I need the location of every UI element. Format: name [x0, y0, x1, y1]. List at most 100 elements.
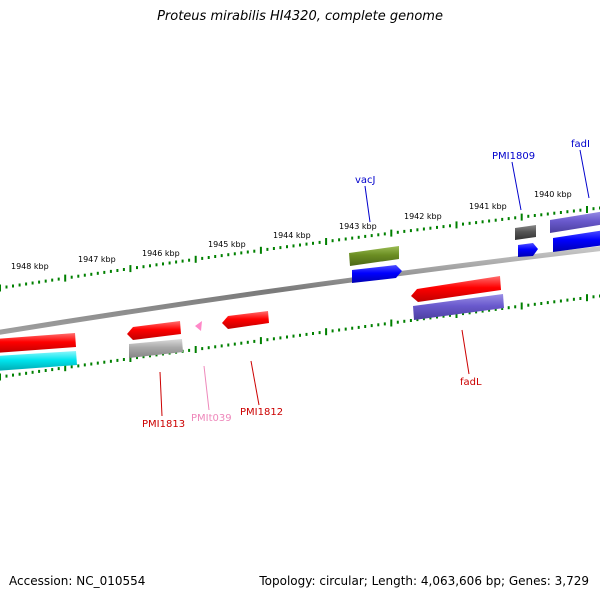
minor-tick	[593, 207, 595, 210]
minor-tick	[51, 279, 53, 282]
minor-tick	[234, 343, 236, 346]
minor-tick	[495, 219, 497, 222]
gene-label-PMIt039[interactable]: PMIt039	[191, 413, 232, 424]
minor-tick	[149, 264, 151, 267]
minor-tick	[547, 301, 549, 304]
minor-tick	[110, 270, 112, 273]
minor-tick	[371, 324, 373, 327]
major-tick	[390, 320, 392, 327]
gene-PMI1812-arrow[interactable]	[222, 311, 269, 329]
leader-PMI1813	[160, 372, 162, 416]
scale-label: 1946 kbp	[142, 249, 180, 258]
minor-tick	[534, 303, 536, 306]
minor-tick	[560, 300, 562, 303]
minor-tick	[77, 364, 79, 367]
scale-ticks-upper	[0, 206, 600, 292]
leader-fadL	[462, 330, 469, 374]
minor-tick	[306, 333, 308, 336]
minor-tick	[116, 359, 118, 362]
minor-tick	[416, 228, 418, 231]
gene-label-fadI[interactable]: fadI	[571, 139, 590, 150]
minor-tick	[312, 332, 314, 335]
minor-tick	[514, 216, 516, 219]
minor-tick	[45, 369, 47, 372]
minor-tick	[58, 278, 60, 281]
gene-label-PMI1812[interactable]: PMI1812	[240, 407, 283, 418]
minor-tick	[286, 336, 288, 339]
minor-tick	[253, 250, 255, 253]
minor-tick	[136, 266, 138, 269]
minor-tick	[560, 211, 562, 214]
minor-tick	[345, 328, 347, 331]
minor-tick	[514, 305, 516, 308]
minor-tick	[12, 285, 14, 288]
minor-tick	[214, 255, 216, 258]
minor-tick	[32, 282, 34, 285]
major-tick	[129, 265, 131, 272]
minor-tick	[279, 246, 281, 249]
minor-tick	[443, 225, 445, 228]
scale-label: 1943 kbp	[339, 222, 377, 231]
minor-tick	[19, 373, 21, 376]
gene-PMIt039-arrow[interactable]	[195, 321, 202, 331]
minor-tick	[436, 226, 438, 229]
minor-tick	[475, 221, 477, 224]
minor-tick	[384, 232, 386, 235]
gene-PMI1813-arrow[interactable]	[127, 321, 181, 340]
major-tick	[586, 206, 588, 213]
minor-tick	[169, 262, 171, 265]
minor-tick	[449, 224, 451, 227]
major-tick	[325, 328, 327, 335]
gene-left-red-block[interactable]	[0, 333, 76, 353]
gene-fadI-block[interactable]	[550, 211, 600, 233]
minor-tick	[188, 259, 190, 262]
minor-tick	[32, 371, 34, 374]
minor-tick	[573, 210, 575, 213]
minor-tick	[332, 329, 334, 332]
gene-label-fadL[interactable]: fadL	[460, 377, 482, 388]
minor-tick	[482, 220, 484, 223]
minor-tick	[103, 271, 105, 274]
accession-text: Accession: NC_010554	[9, 574, 145, 588]
minor-tick	[38, 281, 40, 284]
minor-tick	[397, 321, 399, 324]
gene-label-PMI1809[interactable]: PMI1809	[492, 151, 535, 162]
major-tick	[260, 247, 262, 254]
minor-tick	[221, 344, 223, 347]
minor-tick	[103, 361, 105, 364]
minor-tick	[25, 283, 27, 286]
gene-label-PMI1813[interactable]: PMI1813	[142, 419, 185, 430]
minor-tick	[593, 295, 595, 298]
minor-tick	[253, 340, 255, 343]
gene-vacJ-block[interactable]	[349, 246, 399, 266]
minor-tick	[364, 235, 366, 238]
minor-tick	[384, 322, 386, 325]
minor-tick	[462, 223, 464, 226]
gene-PMI1809-block[interactable]	[515, 225, 536, 240]
minor-tick	[573, 298, 575, 301]
gene-vacJ-arrow[interactable]	[352, 265, 402, 283]
scale-label: 1940 kbp	[534, 190, 572, 199]
scale-ticks-lower	[0, 294, 600, 380]
gene-label-vacJ[interactable]: vacJ	[355, 175, 376, 186]
minor-tick	[579, 297, 581, 300]
minor-tick	[221, 254, 223, 257]
major-tick	[195, 346, 197, 353]
minor-tick	[299, 334, 301, 337]
major-tick	[521, 303, 523, 310]
leader-fadI	[580, 150, 589, 198]
minor-tick	[38, 370, 40, 373]
minor-tick	[123, 358, 125, 361]
minor-tick	[358, 326, 360, 329]
minor-tick	[247, 341, 249, 344]
minor-tick	[208, 256, 210, 259]
minor-tick	[45, 280, 47, 283]
minor-tick	[188, 349, 190, 352]
major-tick	[390, 230, 392, 237]
minor-tick	[110, 360, 112, 363]
scale-label: 1945 kbp	[208, 240, 246, 249]
minor-tick	[51, 368, 53, 371]
minor-tick	[175, 261, 177, 264]
minor-tick	[162, 262, 164, 265]
minor-tick	[534, 214, 536, 217]
